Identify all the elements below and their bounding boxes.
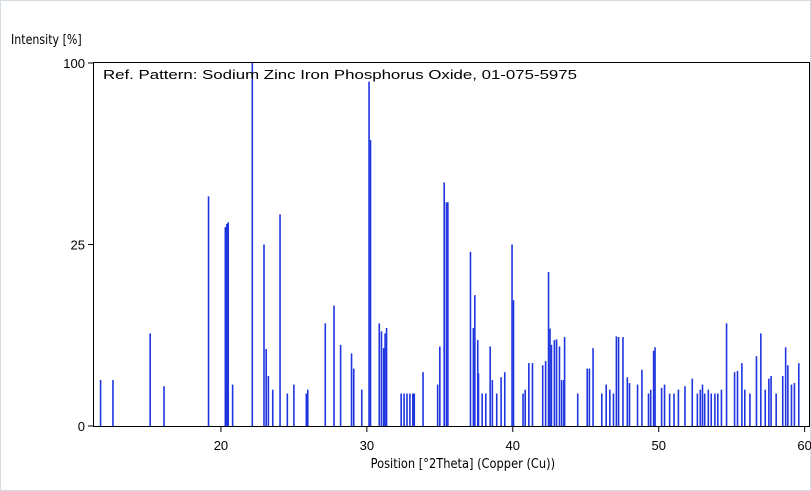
y-tick-label-100: 100 [63,56,85,71]
x-axis-ticks: 20 30 40 50 60 [214,426,811,453]
x-tick-label-60: 60 [797,438,811,453]
x-tick-label-20: 20 [214,438,228,453]
reference-pattern-label: Ref. Pattern: Sodium Zinc Iron Phosphoru… [103,67,577,82]
x-axis-title: Position [°2Theta] (Copper (Cu)) [370,457,556,472]
y-axis-ticks: 0 25 100 [63,56,94,434]
peak-bars [99,63,800,426]
x-tick-label-40: 40 [506,438,520,453]
x-tick-label-50: 50 [651,438,665,453]
x-tick-label-30: 30 [360,438,374,453]
y-tick-label-25: 25 [71,238,85,253]
y-axis-title: Intensity [%] [11,33,82,48]
x-axis-title-row: Position [°2Theta] (Copper (Cu)) [0,457,811,472]
y-tick-label-0: 0 [78,419,85,434]
plot-frame [93,62,810,427]
